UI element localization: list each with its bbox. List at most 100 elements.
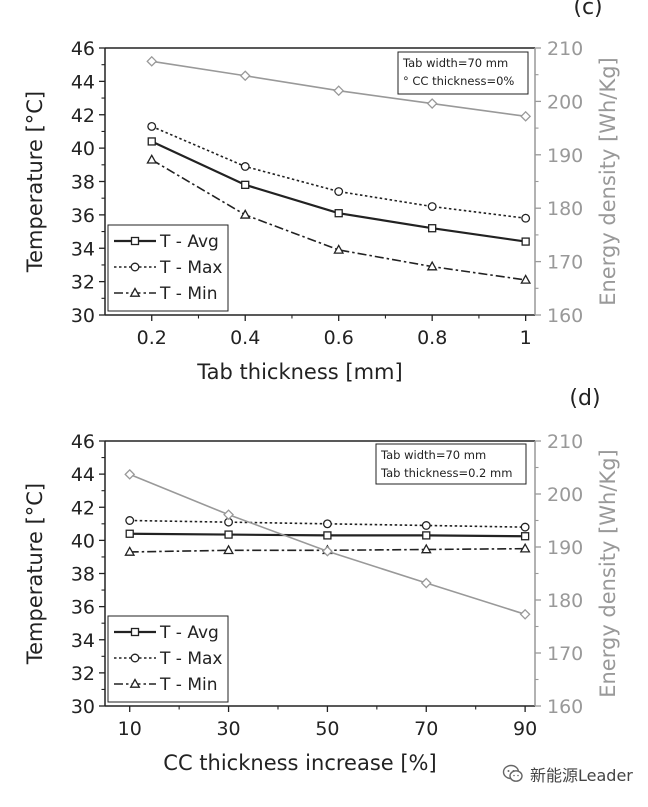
annotation-text: Tab width=70 mm: [380, 448, 486, 462]
data-point-3: [321, 545, 333, 557]
x-tick-label: 0.2: [137, 327, 167, 349]
y-tick-label: 40: [71, 138, 95, 160]
y-tick-label: 46: [71, 38, 95, 60]
series-line-2: [151, 159, 526, 281]
y-tick-label: 38: [71, 172, 95, 194]
data-point-2: [420, 543, 432, 554]
data-point-0: [428, 224, 437, 233]
data-point-2: [520, 274, 532, 284]
legend-marker: [130, 627, 140, 637]
data-point-1: [520, 522, 530, 532]
chart-panel-d: (d) 30 32 34 36 38 40 42 44 46 160 170 180 190 200 210 1…: [23, 386, 620, 775]
data-point-1: [322, 519, 332, 529]
data-point-3: [124, 468, 136, 480]
legend-label: T - Max: [159, 649, 222, 669]
annotation-text: Tab width=70 mm: [402, 56, 508, 70]
legend-label: T - Max: [159, 258, 222, 278]
y2-tick-label: 200: [547, 91, 583, 113]
annotation-text: Tab thickness=0.2 mm: [380, 466, 512, 480]
x-tick-label: 70: [414, 718, 438, 740]
legend-label: T - Avg: [159, 623, 219, 643]
annotation-box: [375, 443, 527, 485]
legend-marker: [129, 678, 141, 688]
data-point-1: [521, 213, 531, 223]
data-point-3: [223, 509, 234, 521]
data-point-3: [519, 608, 531, 620]
data-point-3: [333, 85, 345, 97]
y-tick-label: 32: [71, 663, 95, 685]
legend-label: T - Avg: [159, 232, 219, 252]
y2-tick-label: 170: [547, 643, 583, 665]
data-point-1: [125, 516, 135, 525]
y-tick-label: 44: [71, 464, 95, 486]
data-point-0: [224, 530, 233, 539]
data-point-2: [239, 209, 251, 219]
series-line-1: [151, 125, 526, 220]
y-tick-label: 42: [71, 497, 95, 519]
x-tick-label: 1: [520, 327, 532, 349]
panel-label: (d): [569, 386, 600, 411]
data-point-2: [124, 546, 136, 556]
x-tick-label: 30: [216, 718, 240, 740]
y-tick-label: 32: [71, 272, 95, 294]
data-point-2: [223, 544, 234, 555]
legend-box: [107, 615, 229, 703]
series-line-1: [129, 519, 526, 528]
x-tick-label: 50: [315, 718, 339, 740]
y2-tick-label: 160: [547, 305, 583, 327]
y-tick-label: 36: [71, 205, 95, 227]
x-tick-label: 0.6: [324, 327, 354, 349]
annotation-text: ° CC thickness=0%: [403, 74, 514, 88]
data-point-3: [426, 98, 438, 109]
data-point-0: [422, 531, 431, 540]
legend-label: T - Min: [159, 675, 218, 695]
legend-marker: [130, 262, 140, 272]
x-tick-label: 0.4: [230, 327, 260, 349]
y-tick-label: 46: [71, 431, 95, 453]
y-axis-title: Temperature [°C]: [23, 483, 47, 665]
data-point-1: [421, 521, 431, 530]
legend-marker: [129, 287, 141, 297]
x-tick-label: 0.8: [417, 327, 447, 349]
panel-label: (c): [573, 0, 602, 20]
y2-tick-label: 190: [547, 537, 583, 559]
y2-axis-title: Energy density [Wh/Kg]: [596, 57, 620, 306]
y-tick-label: 30: [71, 696, 95, 718]
data-point-2: [426, 260, 438, 271]
y-tick-label: 34: [71, 630, 95, 652]
y-tick-label: 36: [71, 597, 95, 619]
y2-tick-label: 180: [547, 590, 583, 612]
y-tick-label: 34: [71, 238, 95, 260]
data-point-0: [147, 137, 156, 146]
x-axis-title: CC thickness increase [%]: [163, 751, 436, 775]
y2-tick-label: 200: [547, 484, 583, 506]
watermark-text: 新能源Leader: [530, 766, 633, 785]
y2-tick-label: 190: [547, 145, 583, 167]
data-point-2: [519, 542, 531, 553]
data-point-0: [125, 529, 134, 538]
legend-marker: [130, 653, 140, 663]
annotation-box: [397, 51, 529, 95]
x-tick-label: 10: [118, 718, 142, 740]
x-axis-title: Tab thickness [mm]: [196, 360, 402, 384]
y-tick-label: 44: [71, 71, 95, 93]
data-point-3: [420, 577, 432, 589]
data-point-0: [323, 531, 332, 540]
data-point-3: [239, 70, 251, 82]
legend-marker: [130, 236, 140, 246]
wechat-icon: [502, 764, 523, 782]
data-point-3: [146, 55, 158, 67]
y2-tick-label: 210: [547, 38, 583, 60]
y-axis-title: Temperature [°C]: [23, 91, 47, 273]
y2-tick-label: 160: [547, 696, 583, 718]
legend-label: T - Min: [159, 284, 218, 304]
y-tick-label: 40: [71, 530, 95, 552]
data-point-0: [241, 180, 250, 189]
y-tick-label: 38: [71, 564, 95, 586]
data-point-2: [333, 244, 345, 254]
x-tick-label: 90: [513, 718, 537, 740]
data-point-0: [521, 237, 530, 246]
data-point-2: [146, 153, 158, 164]
data-point-0: [520, 532, 530, 541]
